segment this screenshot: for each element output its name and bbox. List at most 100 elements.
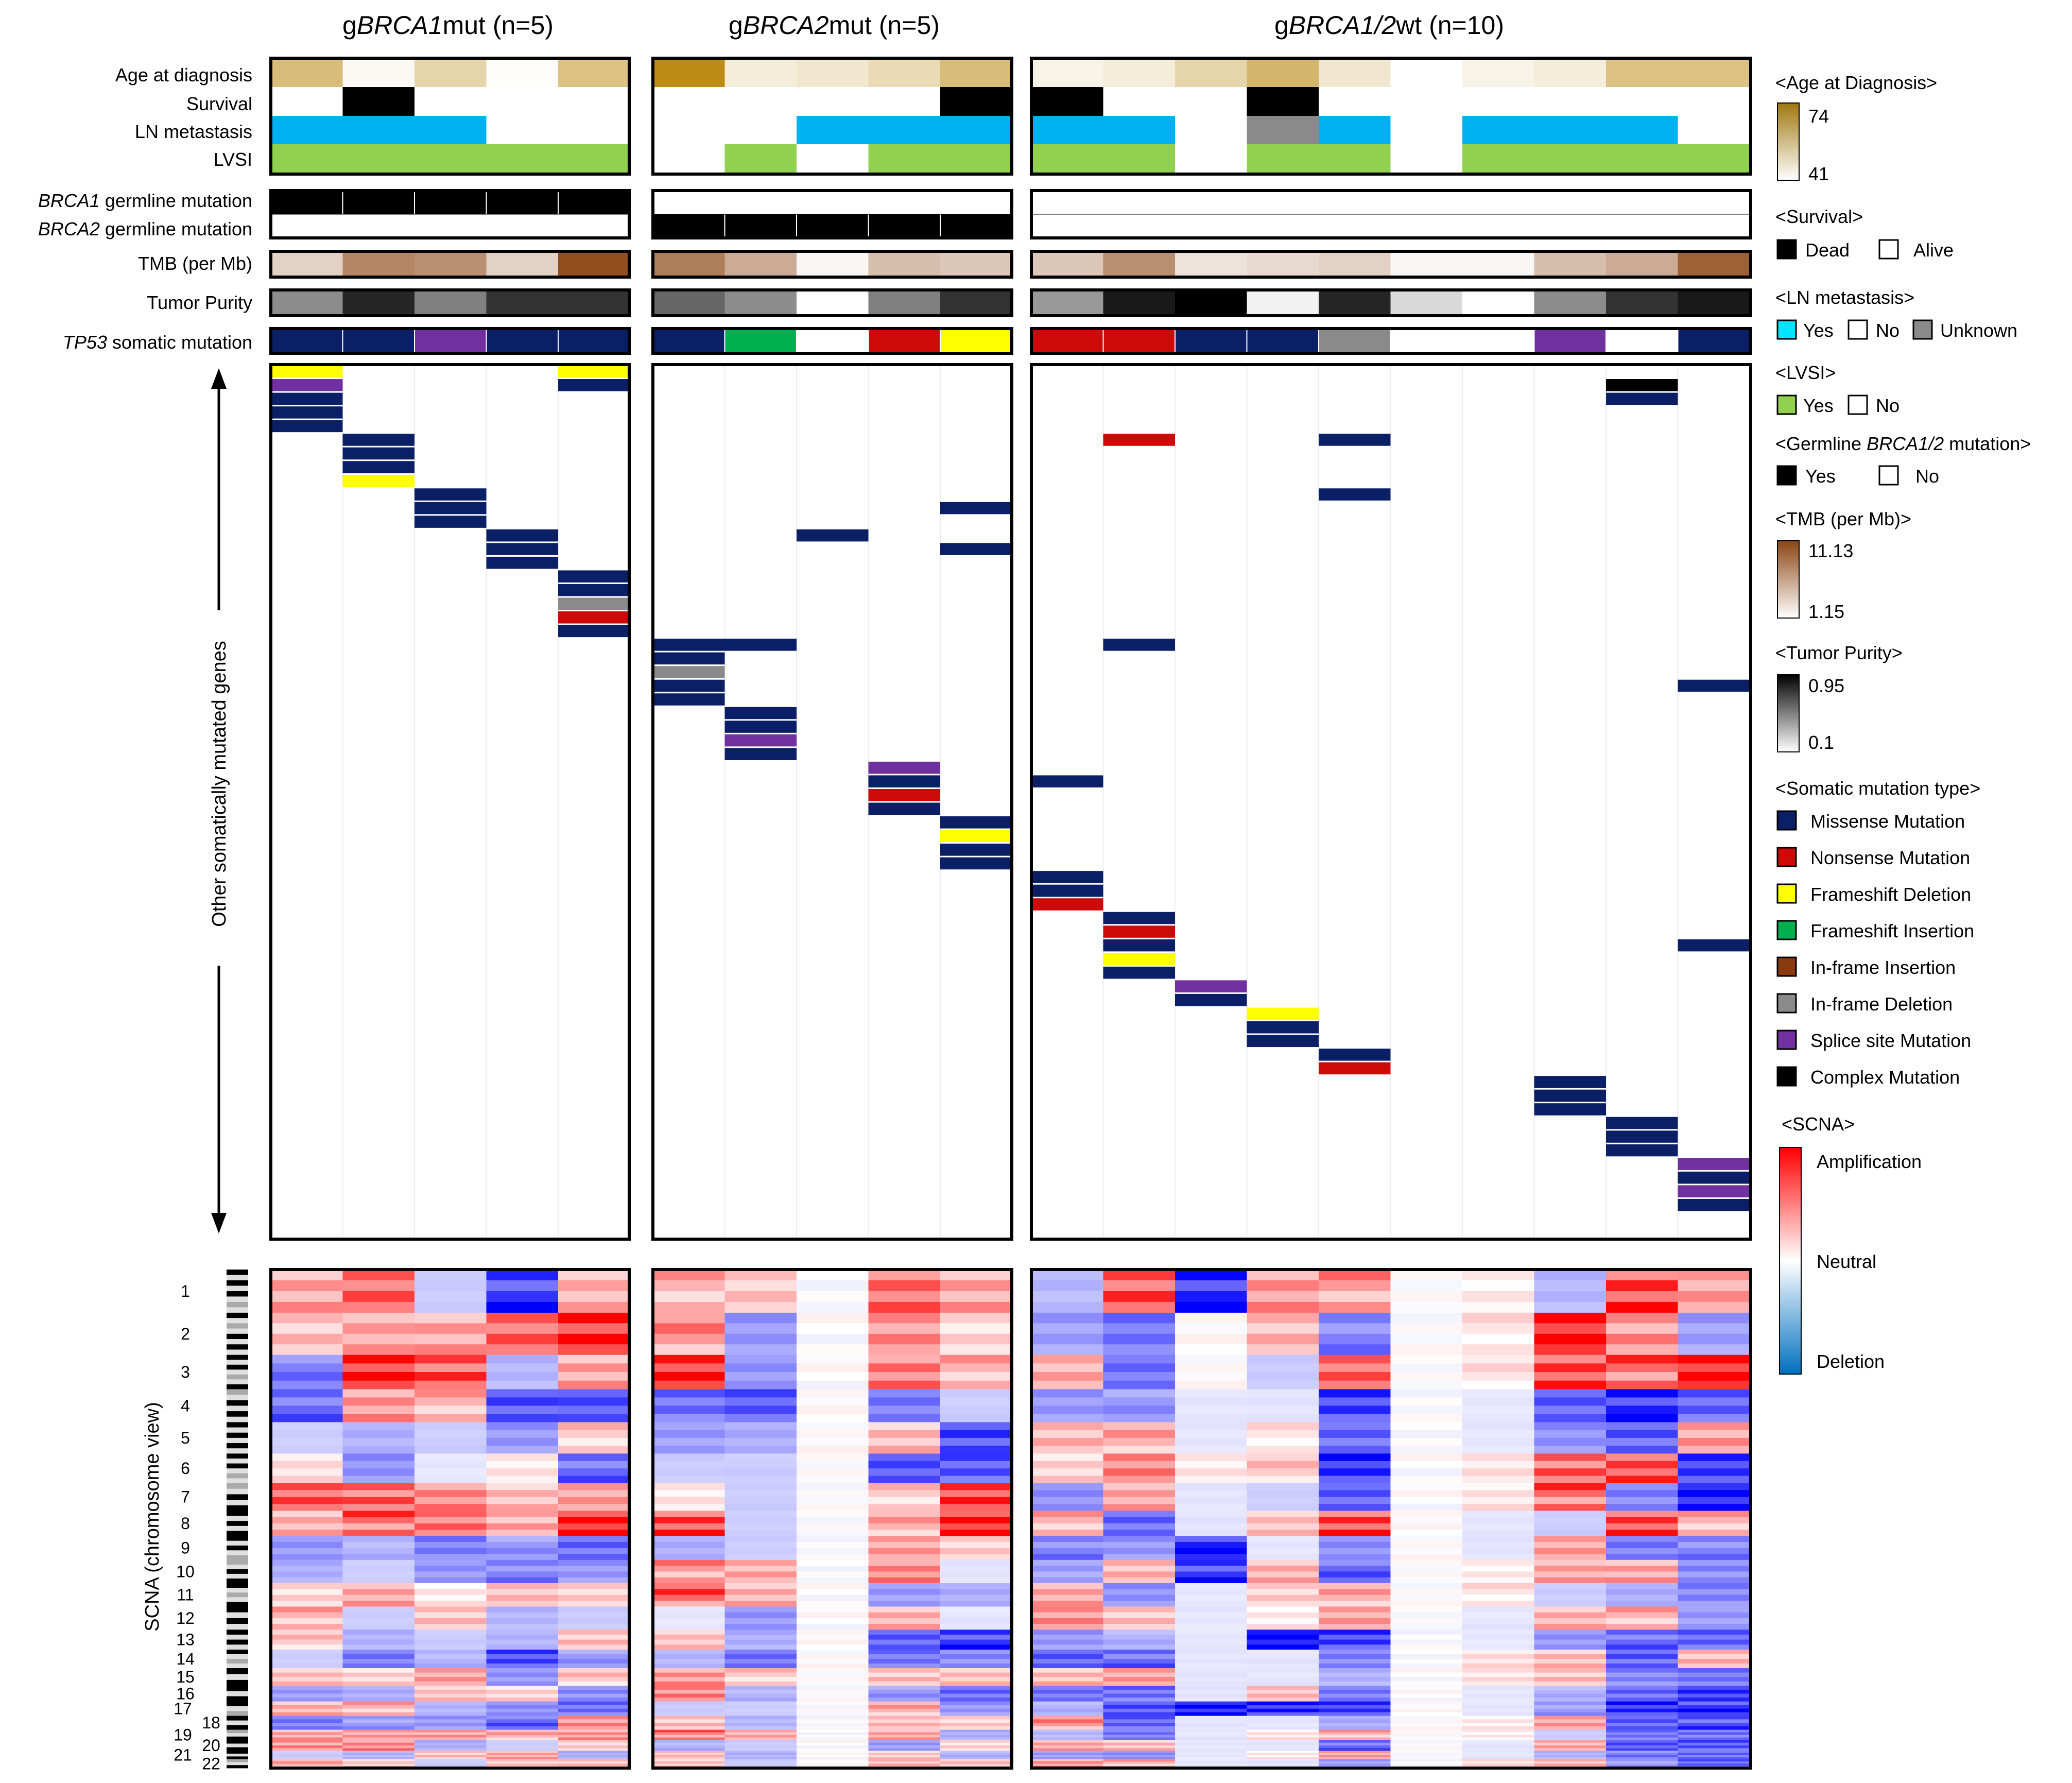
scna-cell [797, 1389, 869, 1398]
mutation-missense [724, 748, 797, 760]
scna-cell [271, 1536, 343, 1542]
scna-cell [724, 1737, 797, 1740]
scna-cell [1462, 1355, 1534, 1364]
scna-cell [868, 1693, 941, 1698]
scna-cell [1247, 1461, 1319, 1469]
scna-cell [1031, 1571, 1103, 1578]
scna-cell [797, 1618, 869, 1624]
scna-cell [1031, 1511, 1103, 1518]
scna-cell [1534, 1654, 1607, 1659]
scna-cell [486, 1380, 559, 1390]
scna-cell [1031, 1639, 1103, 1645]
scna-cell [1175, 1705, 1247, 1709]
scna-cell [1247, 1414, 1319, 1422]
scna-cell [342, 1595, 415, 1601]
scna-cell [1103, 1312, 1176, 1324]
scna-cell [1678, 1280, 1750, 1292]
mutation-missense [415, 502, 487, 515]
scna-cell [1031, 1677, 1103, 1682]
scna-cell [1175, 1745, 1247, 1748]
scna-cell [724, 1422, 797, 1431]
chromosome-label: 8 [181, 1514, 190, 1533]
scna-cell [1678, 1681, 1750, 1686]
scna-cell [1031, 1663, 1103, 1669]
scna-cell [1390, 1745, 1463, 1748]
scna-cell [1606, 1705, 1678, 1709]
scna-cell [653, 1639, 725, 1645]
age-cell [1103, 58, 1176, 87]
scna-cell [1175, 1740, 1247, 1743]
scna-cell [1103, 1612, 1176, 1619]
age-cell [1031, 58, 1103, 87]
scna-cell [653, 1748, 725, 1752]
scna-cell [486, 1686, 559, 1690]
scna-cell [1247, 1689, 1319, 1694]
scna-cell [724, 1723, 797, 1727]
mutation-missense [1678, 1171, 1750, 1184]
scna-cell [558, 1689, 630, 1694]
scna-cell [724, 1530, 797, 1536]
scna-cell [415, 1757, 487, 1760]
scna-cell [1462, 1759, 1534, 1762]
scna-cell [1606, 1523, 1678, 1530]
scna-cell [1678, 1663, 1750, 1669]
scna-cell [1319, 1686, 1391, 1690]
tp53-cell [1462, 329, 1534, 353]
scna-cell [724, 1483, 797, 1490]
scna-cell [558, 1757, 630, 1760]
chromosome-band [227, 1578, 248, 1584]
scna-cell [558, 1732, 630, 1736]
scna-cell [486, 1453, 559, 1462]
scna-cell [653, 1372, 725, 1381]
scna-cell [1103, 1291, 1176, 1302]
lvsi-cell [868, 144, 941, 174]
scna-cell [1606, 1763, 1678, 1767]
scna-cell [342, 1301, 415, 1313]
scna-cell [342, 1333, 415, 1345]
scna-cell [1462, 1729, 1534, 1733]
scna-cell [1031, 1630, 1103, 1635]
scna-cell [342, 1422, 415, 1431]
scna-cell [1678, 1363, 1750, 1373]
chromosome-band [227, 1588, 248, 1593]
scna-cell [558, 1719, 630, 1723]
scna-cell [1678, 1686, 1750, 1690]
chromosome-band [227, 1658, 248, 1664]
scna-cell [1534, 1681, 1607, 1686]
scna-cell [1103, 1663, 1176, 1669]
scna-cell [486, 1630, 559, 1635]
legend-purity-max: 0.95 [1808, 675, 1844, 696]
scna-cell [342, 1701, 415, 1706]
scna-cell [1534, 1430, 1607, 1438]
scna-cell [940, 1530, 1012, 1536]
scna-cell [1247, 1686, 1319, 1690]
brca1-germline-cell [1175, 191, 1247, 214]
scna-cell [1678, 1497, 1750, 1504]
scna-cell [940, 1312, 1012, 1324]
legend-purity-min: 0.1 [1808, 732, 1834, 753]
scna-cell [797, 1589, 869, 1596]
scna-cell [1031, 1708, 1103, 1713]
scna-cell [558, 1681, 630, 1686]
scna-cell [653, 1751, 725, 1754]
survival-cell [1175, 87, 1247, 116]
scna-cell [271, 1422, 343, 1431]
age-cell [1247, 58, 1319, 87]
scna-cell [940, 1422, 1012, 1431]
scna-cell [415, 1504, 487, 1512]
mutation-nonsense [1103, 434, 1175, 446]
scna-cell [724, 1634, 797, 1640]
legend-mutation-label: In-frame Deletion [1810, 993, 1953, 1015]
scna-cell [486, 1446, 559, 1454]
scna-cell [1319, 1634, 1391, 1640]
scna-cell [724, 1333, 797, 1345]
brca2-germline-cell [1678, 214, 1750, 238]
scna-cell [940, 1716, 1012, 1720]
scna-cell [1390, 1453, 1463, 1462]
legend-mutation-swatch [1776, 1030, 1797, 1050]
scna-cell [1175, 1504, 1247, 1512]
scna-cell [271, 1663, 343, 1669]
scna-cell [415, 1763, 487, 1767]
scna-cell [868, 1554, 941, 1561]
scna-cell [1247, 1755, 1319, 1758]
